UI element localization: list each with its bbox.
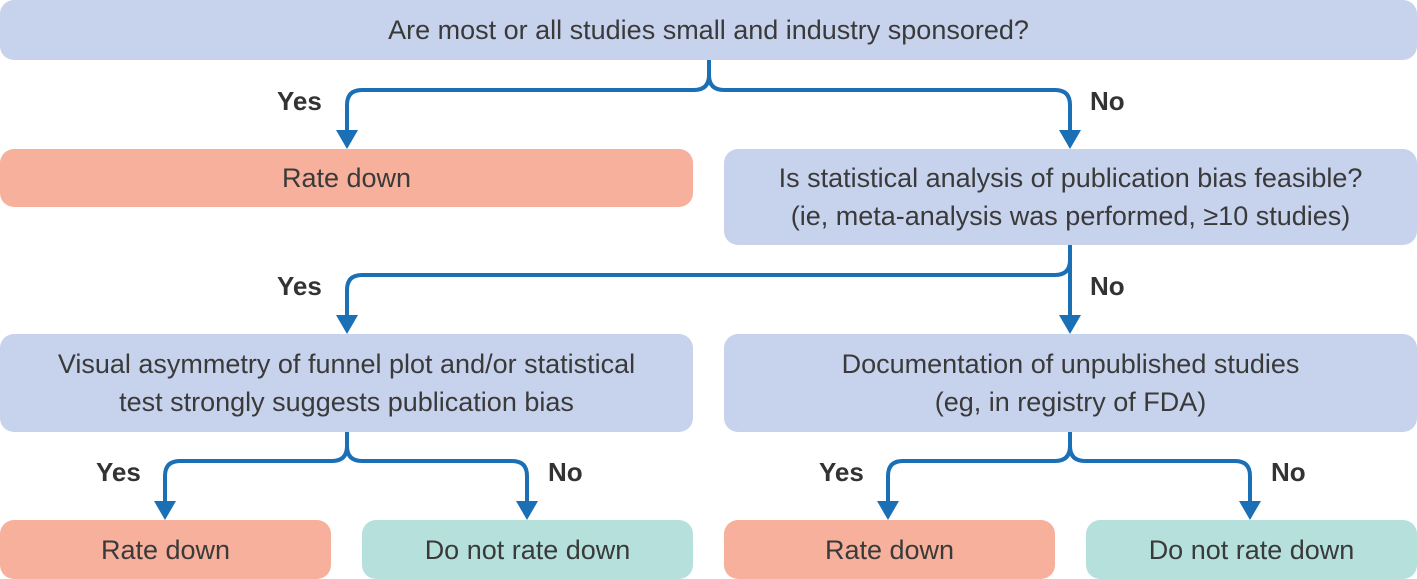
no-label: No: [1090, 86, 1125, 116]
question-line-2: test strongly suggests publication bias: [119, 387, 574, 417]
question-line-1: Is statistical analysis of publication b…: [778, 163, 1363, 193]
question-line-2: (ie, meta-analysis was performed, ≥10 st…: [790, 201, 1351, 231]
arrow-q3-no: [345, 445, 529, 503]
outcome-text: Rate down: [281, 163, 412, 193]
arrowhead-q4-no: [1239, 501, 1261, 520]
outcome-rate-down: Rate down: [0, 520, 331, 579]
arrowhead-q3-no: [516, 501, 538, 520]
outcome-rate-down: Rate down: [0, 149, 693, 207]
arrow-q1-no: [707, 74, 1072, 132]
arrowhead-q1-no: [1059, 130, 1081, 149]
outcome-do-not-rate-down: Do not rate down: [1086, 520, 1417, 579]
outcome-text: Do not rate down: [424, 534, 631, 565]
arrow-q4-no: [1068, 445, 1252, 503]
arrowhead-q2-yes: [336, 315, 358, 334]
arrowhead-q2-no: [1059, 315, 1081, 334]
arrowhead-q4-yes: [877, 501, 899, 520]
outcome-do-not-rate-down: Do not rate down: [362, 520, 693, 579]
arrow-q3-yes: [163, 432, 349, 503]
outcome-text: Rate down: [824, 534, 955, 565]
yes-label: Yes: [96, 457, 141, 487]
no-label: No: [1090, 271, 1125, 301]
yes-label: Yes: [277, 271, 322, 301]
question-statistical-analysis-feasible: Is statistical analysis of publication b…: [724, 149, 1417, 245]
no-label: No: [1271, 457, 1306, 487]
outcome-rate-down: Rate down: [724, 520, 1055, 579]
arrow-q1-yes: [345, 60, 711, 132]
arrow-q2-yes: [345, 245, 1072, 317]
question-line-1: Visual asymmetry of funnel plot and/or s…: [57, 349, 636, 379]
arrowhead-q3-yes: [154, 501, 176, 520]
question-text: Are most or all studies small and indust…: [388, 15, 1029, 45]
question-line-1: Documentation of unpublished studies: [841, 349, 1300, 379]
yes-label: Yes: [277, 86, 322, 116]
outcome-text: Rate down: [100, 534, 231, 565]
no-label: No: [548, 457, 583, 487]
arrowhead-q1-yes: [336, 130, 358, 149]
question-funnel-plot-asymmetry: Visual asymmetry of funnel plot and/or s…: [0, 334, 693, 432]
arrow-q4-yes: [886, 432, 1072, 503]
outcome-text: Do not rate down: [1148, 534, 1355, 565]
yes-label: Yes: [819, 457, 864, 487]
question-line-2: (eg, in registry of FDA): [934, 387, 1207, 417]
question-unpublished-studies-documentation: Documentation of unpublished studies (eg…: [724, 334, 1417, 432]
question-small-industry-sponsored: Are most or all studies small and indust…: [0, 0, 1417, 60]
